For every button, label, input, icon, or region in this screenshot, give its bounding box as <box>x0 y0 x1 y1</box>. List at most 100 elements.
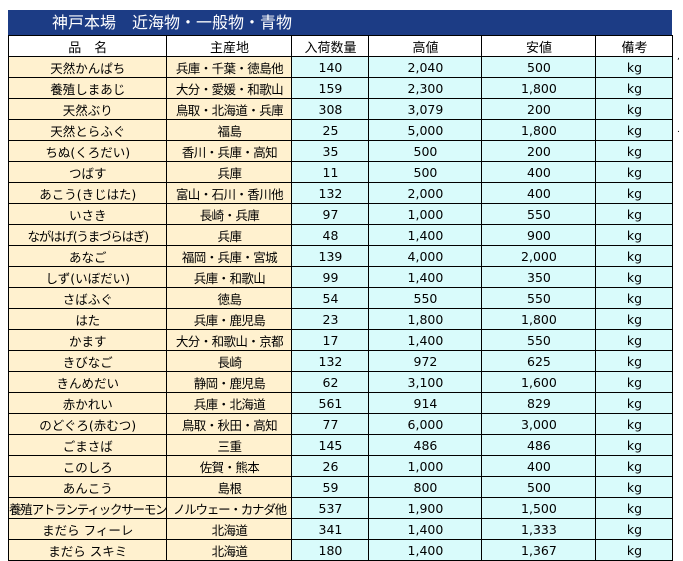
table-row: 養殖しまあじ 大分・愛媛・和歌山 159 2,300 1,800 kg <box>7 77 674 99</box>
cell-origin: 福島 <box>166 119 293 141</box>
cell-high-price: 2,040 <box>368 56 483 78</box>
cell-high-price: 5,000 <box>368 119 483 141</box>
cell-unit: kg <box>595 266 674 288</box>
cell-unit: kg <box>595 392 674 414</box>
table-row: ごまさば 三重 145 486 486 kg <box>7 434 674 456</box>
table-row: このしろ 佐賀・熊本 26 1,000 400 kg <box>7 455 674 477</box>
cell-name: のどぐろ(赤むつ) <box>7 413 168 435</box>
table-row: いさき 長崎・兵庫 97 1,000 550 kg <box>7 203 674 225</box>
cell-quantity: 537 <box>291 497 370 519</box>
cell-low-price: 550 <box>481 287 597 309</box>
cell-high-price: 800 <box>368 476 483 498</box>
table-row: 天然ぶり 鳥取・北海道・兵庫 308 3,079 200 kg <box>7 98 674 120</box>
cell-name: きびなご <box>7 350 168 372</box>
cell-quantity: 132 <box>291 182 370 204</box>
cell-name: 養殖しまあじ <box>7 77 168 99</box>
cell-quantity: 35 <box>291 140 370 162</box>
cell-quantity: 99 <box>291 266 370 288</box>
cell-origin: 三重 <box>166 434 293 456</box>
cell-high-price: 972 <box>368 350 483 372</box>
cell-quantity: 159 <box>291 77 370 99</box>
cell-low-price: 550 <box>481 329 597 351</box>
cell-high-price: 550 <box>368 287 483 309</box>
cell-origin: 徳島 <box>166 287 293 309</box>
cell-quantity: 77 <box>291 413 370 435</box>
cell-low-price: 500 <box>481 56 597 78</box>
cell-low-price: 2,000 <box>481 245 597 267</box>
cell-unit: kg <box>595 287 674 309</box>
cell-high-price: 1,400 <box>368 539 483 561</box>
page-title: 神戸本場 近海物・一般物・青物 <box>8 10 672 35</box>
table-row: 天然かんぱち 兵庫・千葉・徳島他 140 2,040 500 kg <box>7 56 674 78</box>
cell-low-price: 1,500 <box>481 497 597 519</box>
cell-unit: kg <box>595 434 674 456</box>
cell-high-price: 1,000 <box>368 203 483 225</box>
table-row: しず(いぼだい) 兵庫・和歌山 99 1,400 350 kg <box>7 266 674 288</box>
cell-origin: 兵庫・和歌山 <box>166 266 293 288</box>
cell-unit: kg <box>595 350 674 372</box>
cell-quantity: 97 <box>291 203 370 225</box>
cell-low-price: 829 <box>481 392 597 414</box>
cell-unit: kg <box>595 539 674 561</box>
cell-high-price: 1,400 <box>368 518 483 540</box>
header-high-price: 高値 <box>368 35 483 57</box>
cell-unit: kg <box>595 518 674 540</box>
cell-high-price: 486 <box>368 434 483 456</box>
table-row: 天然とらふぐ 福島 25 5,000 1,800 kg <box>7 119 674 141</box>
cell-origin: 島根 <box>166 476 293 498</box>
cell-quantity: 140 <box>291 56 370 78</box>
cell-unit: kg <box>595 413 674 435</box>
cell-origin: 佐賀・熊本 <box>166 455 293 477</box>
cell-name: あなご <box>7 245 168 267</box>
header-note: 備考 <box>595 35 674 57</box>
cell-quantity: 11 <box>291 161 370 183</box>
cell-quantity: 23 <box>291 308 370 330</box>
cell-high-price: 1,800 <box>368 308 483 330</box>
cell-name: きんめだい <box>7 371 168 393</box>
cell-name: さばふぐ <box>7 287 168 309</box>
cell-unit: kg <box>595 203 674 225</box>
cell-unit: kg <box>595 77 674 99</box>
cell-low-price: 550 <box>481 203 597 225</box>
cell-unit: kg <box>595 182 674 204</box>
cell-origin: 兵庫・千葉・徳島他 <box>166 56 293 78</box>
cell-quantity: 59 <box>291 476 370 498</box>
cell-name: ごまさば <box>7 434 168 456</box>
table-row: ちぬ(くろだい) 香川・兵庫・高知 35 500 200 kg <box>7 140 674 162</box>
cell-low-price: 1,800 <box>481 119 597 141</box>
cell-low-price: 400 <box>481 161 597 183</box>
cell-unit: kg <box>595 224 674 246</box>
cell-origin: 北海道 <box>166 539 293 561</box>
cell-origin: 香川・兵庫・高知 <box>166 140 293 162</box>
cell-name: まだら スキミ <box>7 539 168 561</box>
cell-origin: 鳥取・北海道・兵庫 <box>166 98 293 120</box>
cell-high-price: 3,079 <box>368 98 483 120</box>
cell-origin: 富山・石川・香川他 <box>166 182 293 204</box>
cell-quantity: 145 <box>291 434 370 456</box>
cell-high-price: 2,300 <box>368 77 483 99</box>
header-name: 品 名 <box>7 35 168 57</box>
cell-high-price: 2,000 <box>368 182 483 204</box>
table-row: あんこう 島根 59 800 500 kg <box>7 476 674 498</box>
cell-low-price: 350 <box>481 266 597 288</box>
table-row: のどぐろ(赤むつ) 鳥取・秋田・高知 77 6,000 3,000 kg <box>7 413 674 435</box>
cell-origin: 兵庫 <box>166 161 293 183</box>
cell-quantity: 26 <box>291 455 370 477</box>
cell-name: ちぬ(くろだい) <box>7 140 168 162</box>
cell-high-price: 3,100 <box>368 371 483 393</box>
cell-quantity: 341 <box>291 518 370 540</box>
cell-origin: 兵庫・鹿児島 <box>166 308 293 330</box>
cell-low-price: 200 <box>481 98 597 120</box>
table-body: 天然かんぱち 兵庫・千葉・徳島他 140 2,040 500 kg 養殖しまあじ 大分・愛媛・… <box>7 56 674 561</box>
table-row: あこう(きじはた) 富山・石川・香川他 132 2,000 400 kg <box>7 182 674 204</box>
table-header-row: 品 名 主産地 入荷数量 高値 安値 備考 <box>7 35 674 57</box>
cell-origin: 福岡・兵庫・宮城 <box>166 245 293 267</box>
cell-name: ながはげ(うまづらはぎ) <box>7 224 168 246</box>
cell-unit: kg <box>595 119 674 141</box>
cell-origin: 大分・和歌山・京都 <box>166 329 293 351</box>
cell-origin: 長崎 <box>166 350 293 372</box>
cell-origin: 兵庫・北海道 <box>166 392 293 414</box>
cell-name: あんこう <box>7 476 168 498</box>
cell-name: あこう(きじはた) <box>7 182 168 204</box>
cell-name: 天然ぶり <box>7 98 168 120</box>
